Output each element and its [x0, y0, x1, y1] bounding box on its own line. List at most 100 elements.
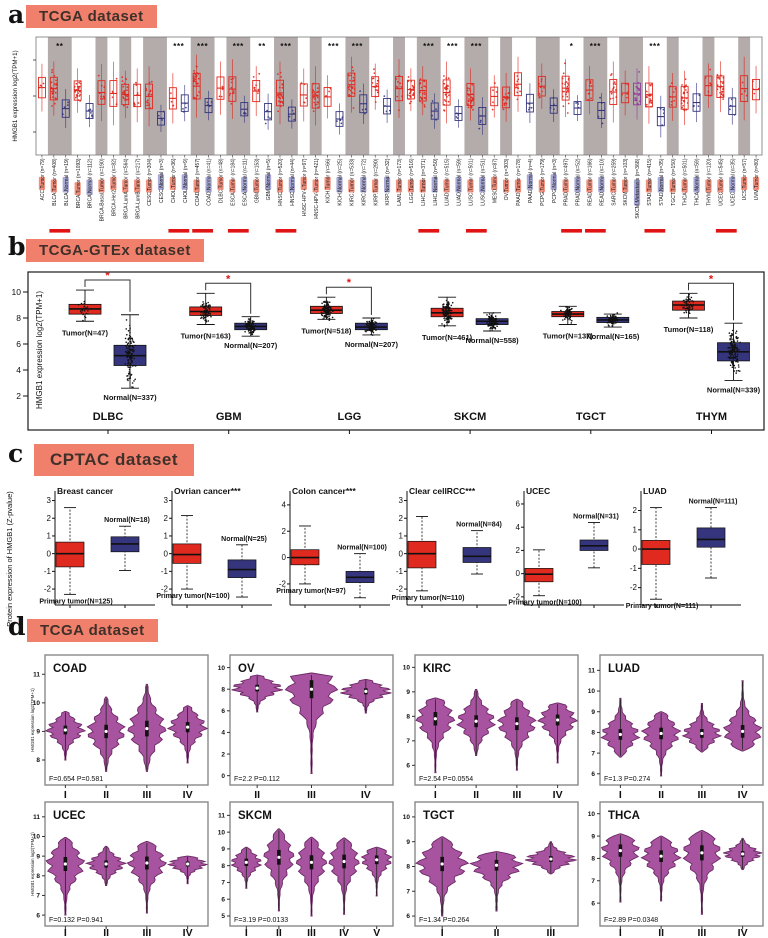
data-point — [323, 317, 325, 319]
column-label: LAML.Tumor (n=173) — [397, 158, 403, 205]
data-point — [324, 314, 327, 317]
data-point — [315, 91, 318, 94]
data-point — [681, 84, 683, 86]
data-point — [569, 311, 572, 313]
data-point — [126, 354, 128, 356]
data-point — [194, 80, 197, 83]
y-tick-label: -2 — [513, 592, 521, 601]
data-point — [493, 323, 496, 326]
data-point — [684, 78, 687, 81]
column-label: MESO.Tumor (n=87) — [492, 158, 498, 203]
data-point — [83, 305, 86, 308]
data-point — [423, 80, 426, 83]
data-point — [349, 79, 351, 82]
significance-underline — [192, 229, 214, 233]
data-point — [732, 358, 735, 360]
data-point — [472, 108, 474, 111]
column-label: LUAD.Normal (n=59) — [457, 158, 463, 205]
column-label: TGCT.Tumor (n=150) — [671, 158, 677, 205]
data-point — [738, 370, 741, 372]
data-point — [716, 74, 719, 76]
label-highlight — [372, 179, 379, 193]
label-highlight — [229, 179, 236, 193]
y-tick-label: 7 — [591, 878, 595, 885]
data-point — [370, 333, 373, 336]
label-highlight — [491, 176, 498, 190]
data-point — [303, 101, 306, 104]
data-point — [732, 338, 735, 341]
data-point — [55, 82, 58, 85]
data-point — [399, 82, 402, 85]
data-point — [689, 298, 691, 301]
label-highlight — [431, 176, 438, 193]
data-point — [230, 81, 233, 84]
data-point — [505, 102, 508, 105]
data-point — [125, 78, 128, 80]
data-point — [133, 357, 135, 360]
data-point — [121, 76, 124, 79]
label-highlight — [657, 176, 664, 193]
data-point — [230, 102, 233, 105]
data-point — [127, 342, 129, 345]
data-point — [368, 320, 370, 323]
data-point — [373, 68, 375, 71]
data-point — [577, 103, 580, 105]
data-point — [445, 85, 448, 88]
significance-stars: *** — [447, 42, 458, 51]
data-point — [683, 109, 686, 112]
data-point — [727, 346, 729, 349]
label-highlight — [74, 182, 81, 196]
significance-stars: *** — [280, 42, 291, 51]
y-tick-label: 0 — [399, 549, 404, 558]
data-point — [567, 314, 570, 317]
data-point — [539, 86, 542, 89]
data-point — [691, 307, 694, 309]
y-tick-label: 7 — [591, 750, 595, 757]
normal-box — [462, 547, 492, 563]
label-highlight — [526, 174, 534, 190]
data-point — [616, 312, 619, 314]
violin-median-dot — [700, 731, 704, 736]
data-point — [193, 70, 195, 72]
stage-label: IV — [738, 927, 748, 938]
data-point — [448, 319, 450, 321]
data-point — [516, 98, 519, 101]
data-point — [734, 343, 736, 345]
data-point — [451, 301, 454, 304]
violin-median-dot — [741, 852, 745, 856]
data-point — [207, 304, 210, 307]
data-point — [325, 95, 327, 97]
label-highlight — [62, 176, 69, 193]
data-point — [325, 311, 328, 313]
data-point — [692, 301, 695, 303]
data-point — [252, 76, 255, 78]
data-point — [670, 82, 673, 84]
label-highlight — [693, 176, 700, 193]
data-point — [247, 330, 250, 332]
y-tick-label: 0 — [516, 569, 521, 578]
data-point — [203, 311, 205, 313]
data-point — [249, 328, 251, 330]
data-point — [207, 320, 210, 322]
significance-stars: *** — [590, 42, 601, 51]
data-point — [326, 307, 328, 309]
data-point — [690, 296, 693, 299]
data-point — [128, 377, 130, 380]
data-point — [245, 323, 247, 326]
subplot-title: Clear cellRCC*** — [409, 486, 476, 496]
data-point — [565, 310, 567, 312]
data-point — [251, 320, 254, 322]
data-point — [569, 315, 571, 318]
violin-median-dot — [659, 854, 663, 858]
panel-c-chart: Protein expression of HMGB1 (Z-pvalue) 3 2… — [5, 486, 741, 627]
data-point — [126, 333, 128, 336]
data-point — [491, 108, 494, 111]
data-point — [123, 92, 126, 95]
label-highlight — [98, 179, 105, 193]
data-point — [246, 326, 249, 329]
data-point — [599, 96, 601, 99]
data-point — [489, 318, 491, 321]
data-point — [730, 357, 733, 359]
y-tick-label: 10 — [588, 688, 596, 695]
data-point — [566, 308, 568, 310]
